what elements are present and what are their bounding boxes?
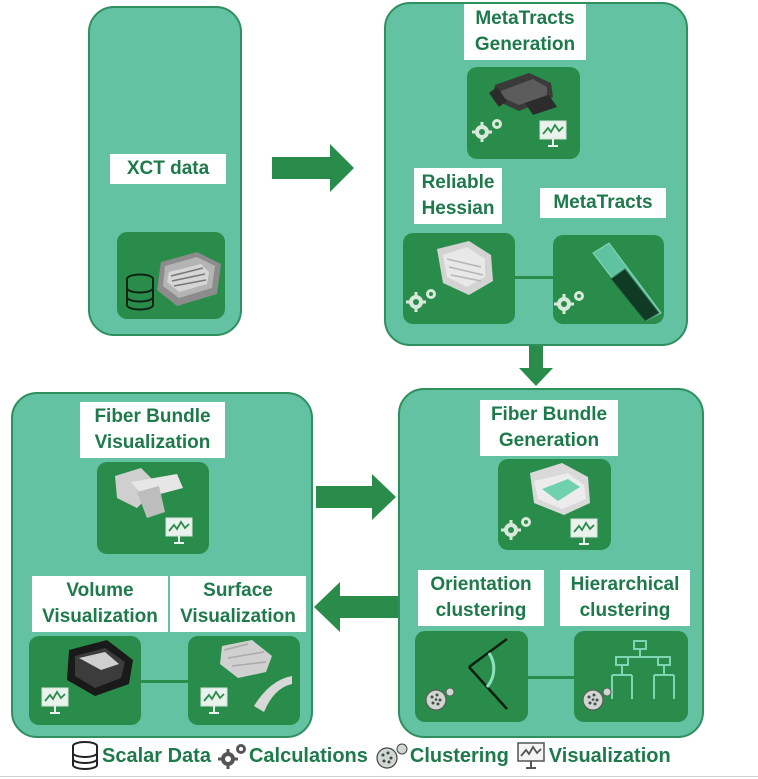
legend-label: Calculations xyxy=(248,744,368,767)
label-line: Generation xyxy=(498,430,600,451)
gears-icon xyxy=(472,119,502,142)
label-line: Visualization xyxy=(42,606,158,627)
tile-surface-visualization xyxy=(188,636,300,725)
label-line: Generation xyxy=(474,34,576,55)
visualization-icon xyxy=(517,742,545,769)
tile-fiber-bundle-visualization xyxy=(97,462,209,554)
visualization-icon xyxy=(41,687,69,714)
tile-orientation-clustering xyxy=(415,631,528,722)
label-metatracts-generation: MetaTracts Generation xyxy=(464,4,586,60)
database-icon xyxy=(126,273,154,311)
label-metatracts: MetaTracts xyxy=(540,188,666,218)
label-orientation-clustering: Orientation clustering xyxy=(418,570,544,626)
tile-reliable-hessian xyxy=(403,233,515,324)
cluster-icon xyxy=(582,687,612,711)
arrow-metatracts-to-bundles xyxy=(519,346,553,386)
cluster-icon xyxy=(425,687,455,711)
hessian-bundle-icon xyxy=(437,241,493,295)
label-line: Fiber Bundle xyxy=(94,406,211,427)
arrow-xct-to-metatracts xyxy=(272,144,354,192)
label-line: Orientation xyxy=(430,574,532,595)
orientation-angle-icon xyxy=(468,637,508,710)
label-line: Hessian xyxy=(421,198,495,219)
label-line: Surface xyxy=(203,580,273,601)
label-hierarchical-clustering: Hierarchical clustering xyxy=(560,570,690,626)
connector-orientation-hierarchical xyxy=(528,676,574,679)
label-line: clustering xyxy=(435,600,527,621)
label-line: Reliable xyxy=(421,172,495,193)
visualization-icon xyxy=(539,120,567,147)
legend-item-scalar-data: Scalar Data xyxy=(70,741,211,771)
gears-icon xyxy=(501,517,531,540)
legend: Scalar Data Calculations Clustering xyxy=(70,740,675,772)
label-line: clustering xyxy=(579,600,671,621)
divider xyxy=(0,776,758,777)
database-icon xyxy=(72,741,98,770)
legend-item-clustering: Clustering xyxy=(374,741,509,771)
volume-render-icon xyxy=(67,640,133,696)
fiber-volume-icon xyxy=(489,73,557,115)
connector-volume-surface xyxy=(141,680,188,683)
label-fiber-bundle-visualization: Fiber Bundle Visualization xyxy=(80,402,225,458)
label-line: MetaTracts xyxy=(475,8,575,29)
visualization-icon xyxy=(570,518,598,545)
bundle-surface-icon xyxy=(115,468,183,518)
tile-metatracts xyxy=(553,235,664,324)
label-line: Visualization xyxy=(94,432,211,453)
tile-hierarchical-clustering xyxy=(574,631,688,722)
label-line: Visualization xyxy=(180,606,296,627)
connector-hessian-metatracts xyxy=(515,276,553,279)
visualization-icon xyxy=(165,517,193,544)
tile-volume-visualization xyxy=(29,636,141,725)
tile-xct-data xyxy=(117,232,225,319)
label-surface-visualization: Surface Visualization xyxy=(170,576,306,632)
visualization-icon xyxy=(200,687,228,714)
arrow-bundles-to-vis-left xyxy=(314,582,398,632)
legend-label: Visualization xyxy=(548,744,671,767)
label-line: Hierarchical xyxy=(570,574,680,595)
tile-fiber-bundle-generation xyxy=(498,459,611,550)
metatract-segment-icon xyxy=(592,242,662,322)
bundle-volume-icon xyxy=(530,463,590,515)
tile-metatracts-generation xyxy=(467,67,580,159)
arrow-vis-to-bundles-right xyxy=(316,474,396,520)
dendrogram-icon xyxy=(611,640,675,699)
label-line: Volume xyxy=(66,580,134,601)
gears-icon xyxy=(217,744,246,769)
label-xct-data: XCT data xyxy=(110,154,226,184)
xct-volume-icon xyxy=(157,252,221,306)
legend-label: Scalar Data xyxy=(102,744,211,767)
label-volume-visualization: Volume Visualization xyxy=(32,576,168,632)
cluster-icon xyxy=(376,743,408,769)
legend-label: Clustering xyxy=(409,744,509,767)
legend-item-calculations: Calculations xyxy=(217,741,368,771)
gears-icon xyxy=(406,289,436,312)
label-reliable-hessian: Reliable Hessian xyxy=(414,168,502,224)
label-fiber-bundle-generation: Fiber Bundle Generation xyxy=(480,400,618,456)
label-line: Fiber Bundle xyxy=(490,404,608,425)
surface-mesh-icon xyxy=(220,640,292,712)
legend-item-visualization: Visualization xyxy=(515,741,671,771)
gears-icon xyxy=(554,291,584,314)
